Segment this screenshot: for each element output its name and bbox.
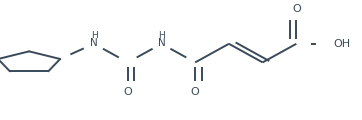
Text: H: H — [158, 31, 165, 40]
Text: O: O — [123, 87, 132, 97]
Text: N: N — [157, 38, 165, 48]
Text: O: O — [191, 87, 199, 97]
Text: N: N — [90, 38, 98, 48]
Text: H: H — [90, 31, 97, 40]
Text: O: O — [292, 4, 301, 14]
Text: OH: OH — [334, 39, 351, 49]
